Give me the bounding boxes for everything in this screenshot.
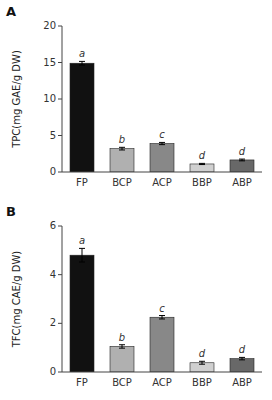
sig-label: d [199, 348, 206, 359]
panel: 0 5 10 15 20 a b c d d FP BCP ACP BBP ABP TPC(mg GAE/g … [6, 4, 262, 188]
y-tick [58, 99, 62, 100]
panel: 0 2 4 6 a b c d d FP BCP ACP BBP ABP TFC(mg CAE/g DW) B [6, 204, 262, 388]
y-tick-label: 6 [50, 220, 56, 231]
sig-label: d [239, 146, 246, 157]
chart-figure: 05101520abcddFPBCPACPBBPABPTPC(mg GAE/g … [0, 0, 272, 400]
y-tick-label: 2 [50, 317, 56, 328]
x-tick-label: BBP [192, 377, 212, 388]
y-tick-label: 15 [43, 57, 56, 68]
y-tick-label: 0 [50, 166, 56, 177]
sig-label: d [239, 344, 246, 355]
y-tick-label: 20 [43, 20, 56, 31]
x-tick-label: ACP [152, 377, 172, 388]
y-axis [62, 26, 63, 172]
error-bar [159, 316, 165, 319]
y-tick-label: 4 [50, 269, 56, 280]
sig-label: c [159, 129, 165, 140]
bar [70, 255, 94, 372]
error-bar [159, 142, 165, 144]
sig-label: b [119, 134, 125, 145]
y-axis-label: TPC(mg GAE/g DW) [11, 50, 22, 149]
bar [110, 149, 134, 172]
sig-label: a [79, 48, 85, 59]
sig-label: b [119, 332, 125, 343]
y-tick-label: 0 [50, 366, 56, 377]
error-bar [119, 345, 125, 348]
y-tick-label: 5 [50, 130, 56, 141]
x-tick-label: FP [76, 377, 88, 388]
x-tick-label: ABP [232, 377, 252, 388]
error-bar [199, 361, 205, 364]
error-bar [79, 61, 85, 65]
y-tick [58, 172, 62, 173]
bar [150, 317, 174, 372]
x-tick-label: BCP [112, 377, 132, 388]
sig-label: c [159, 303, 165, 314]
error-bar [79, 248, 85, 262]
y-tick [58, 62, 62, 63]
y-axis [62, 226, 63, 372]
y-tick [58, 26, 62, 27]
y-tick [58, 226, 62, 227]
bar [110, 346, 134, 372]
bars [70, 248, 254, 372]
sig-label: d [199, 150, 206, 161]
panel-label: B [6, 204, 16, 219]
y-tick [58, 135, 62, 136]
x-tick-label: BBP [192, 177, 212, 188]
y-axis-label: TFC(mg CAE/g DW) [11, 251, 22, 349]
bar [230, 160, 254, 172]
bar [70, 63, 94, 172]
bar [150, 144, 174, 172]
panel-label: A [6, 4, 16, 19]
x-tick-label: FP [76, 177, 88, 188]
error-bar [239, 159, 245, 161]
x-axis [62, 172, 262, 173]
error-bar [199, 163, 205, 164]
x-axis [62, 372, 262, 373]
sig-label: a [79, 235, 85, 246]
bar [190, 164, 214, 172]
y-tick [58, 372, 62, 373]
x-tick-label: BCP [112, 177, 132, 188]
x-tick-label: ACP [152, 177, 172, 188]
bars [70, 61, 254, 172]
y-tick [58, 274, 62, 275]
bar [230, 359, 254, 372]
error-bar [239, 357, 245, 359]
y-tick-label: 10 [43, 93, 56, 104]
error-bar [119, 147, 125, 150]
y-tick [58, 323, 62, 324]
x-tick-label: ABP [232, 177, 252, 188]
